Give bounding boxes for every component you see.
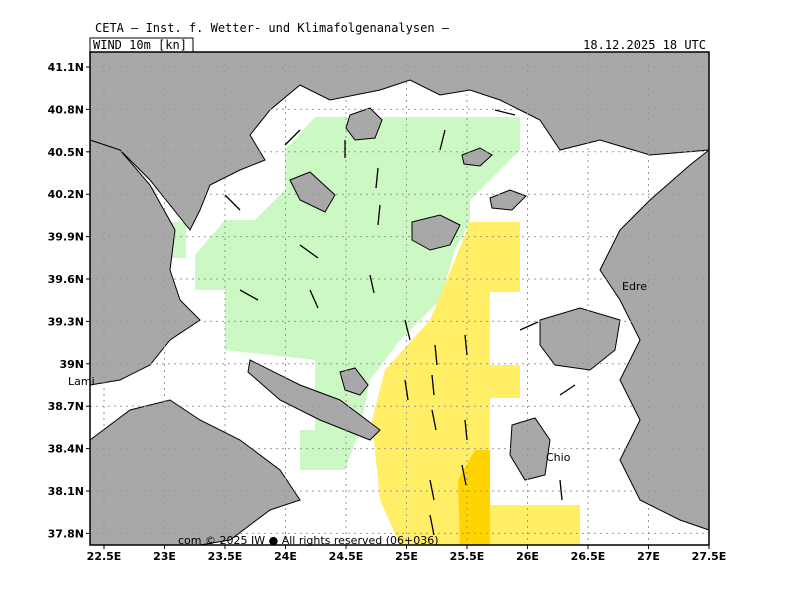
longitude-label: 26.5E [571, 550, 606, 563]
latitude-label: 38.7N [48, 400, 84, 413]
island [411, 214, 461, 251]
map-frame [89, 51, 710, 546]
island [247, 359, 381, 441]
island [539, 307, 621, 371]
wind-barb [309, 289, 319, 309]
wind-shading-low [195, 117, 520, 470]
longitude-label: 22.5E [87, 550, 122, 563]
wind-barb [431, 374, 435, 396]
latitude-label: 39N [59, 358, 84, 371]
graticule [90, 52, 710, 545]
wind-barb [464, 334, 468, 356]
longitude-label: 24.5E [329, 550, 364, 563]
place-label: Chio [546, 451, 571, 464]
wind-barb [404, 319, 411, 341]
axis-labels: 41.1N 40.8N 40.5N 40.2N 39.9N 39.6N 39.3N 39N 38… [48, 61, 727, 563]
latitude-label: 39.3N [48, 315, 84, 328]
valid-time: 18.12.2025 18 UTC [583, 38, 706, 52]
longitude-label: 26E [516, 550, 539, 563]
place-label: Lami [68, 375, 95, 388]
place-label: Edre [622, 280, 647, 293]
latitude-label: 39.9N [48, 231, 84, 244]
map-area [89, 51, 710, 546]
wind-barb [284, 129, 301, 146]
latitude-label: 37.8N [48, 527, 84, 540]
wind-barb [239, 289, 259, 301]
wind-shading-mid [372, 222, 580, 545]
longitude-label: 23E [153, 550, 176, 563]
institute-title: CETA — Inst. f. Wetter- und Klimafolgena… [95, 21, 450, 35]
copyright: com © 2025 IW ● All rights reserved (06+… [178, 534, 439, 547]
parameter-label: WIND 10m [kn] [93, 38, 187, 52]
wind-barb [519, 321, 539, 331]
land-west [89, 139, 201, 386]
land-north [89, 51, 710, 231]
wind-shading-high [458, 450, 490, 545]
latitude-label: 38.1N [48, 485, 84, 498]
wind-barb [299, 244, 319, 259]
latitude-label: 40.8N [48, 103, 84, 116]
island [345, 107, 383, 141]
wind-barb [369, 274, 375, 294]
longitude-label: 27.5E [692, 550, 727, 563]
wind-barb [377, 204, 381, 226]
wind-barb [461, 464, 467, 486]
wind-barb [431, 409, 437, 431]
wind-barb [404, 379, 409, 401]
wind-barb [494, 109, 516, 116]
wind-barbs [224, 109, 576, 536]
island [461, 147, 493, 167]
longitude-label: 25.5E [450, 550, 485, 563]
latitude-label: 40.2N [48, 188, 84, 201]
latitude-label: 40.5N [48, 146, 84, 159]
island [289, 171, 336, 213]
longitude-label: 24E [274, 550, 297, 563]
wind-barb [429, 479, 435, 501]
wind-barb [375, 167, 379, 189]
wind-barb [559, 479, 563, 501]
latitude-label: 38.4N [48, 443, 84, 456]
longitude-label: 25E [395, 550, 418, 563]
island [339, 367, 369, 396]
latitude-label: 39.6N [48, 273, 84, 286]
latitude-label: 41.1N [48, 61, 84, 74]
wind-barb [464, 419, 468, 441]
land-east [599, 148, 710, 531]
wind-barb [439, 129, 446, 151]
wind-barb [434, 344, 438, 366]
longitude-label: 23.5E [208, 550, 243, 563]
wind-barb [559, 384, 576, 396]
wind-barb [429, 514, 435, 536]
longitude-label: 27E [637, 550, 660, 563]
wind-barb [224, 194, 241, 211]
island [489, 189, 527, 211]
